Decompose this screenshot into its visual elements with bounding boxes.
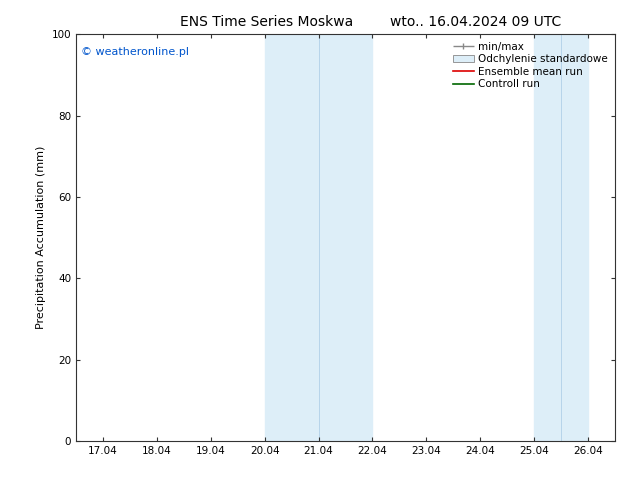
Legend: min/max, Odchylenie standardowe, Ensemble mean run, Controll run: min/max, Odchylenie standardowe, Ensembl… [451, 40, 610, 92]
Bar [265, 34, 373, 441]
Text: wto.. 16.04.2024 09 UTC: wto.. 16.04.2024 09 UTC [390, 15, 561, 29]
Text: ENS Time Series Moskwa: ENS Time Series Moskwa [179, 15, 353, 29]
Text: © weatheronline.pl: © weatheronline.pl [81, 47, 190, 56]
Y-axis label: Precipitation Accumulation (mm): Precipitation Accumulation (mm) [36, 146, 46, 329]
Bar [534, 34, 588, 441]
